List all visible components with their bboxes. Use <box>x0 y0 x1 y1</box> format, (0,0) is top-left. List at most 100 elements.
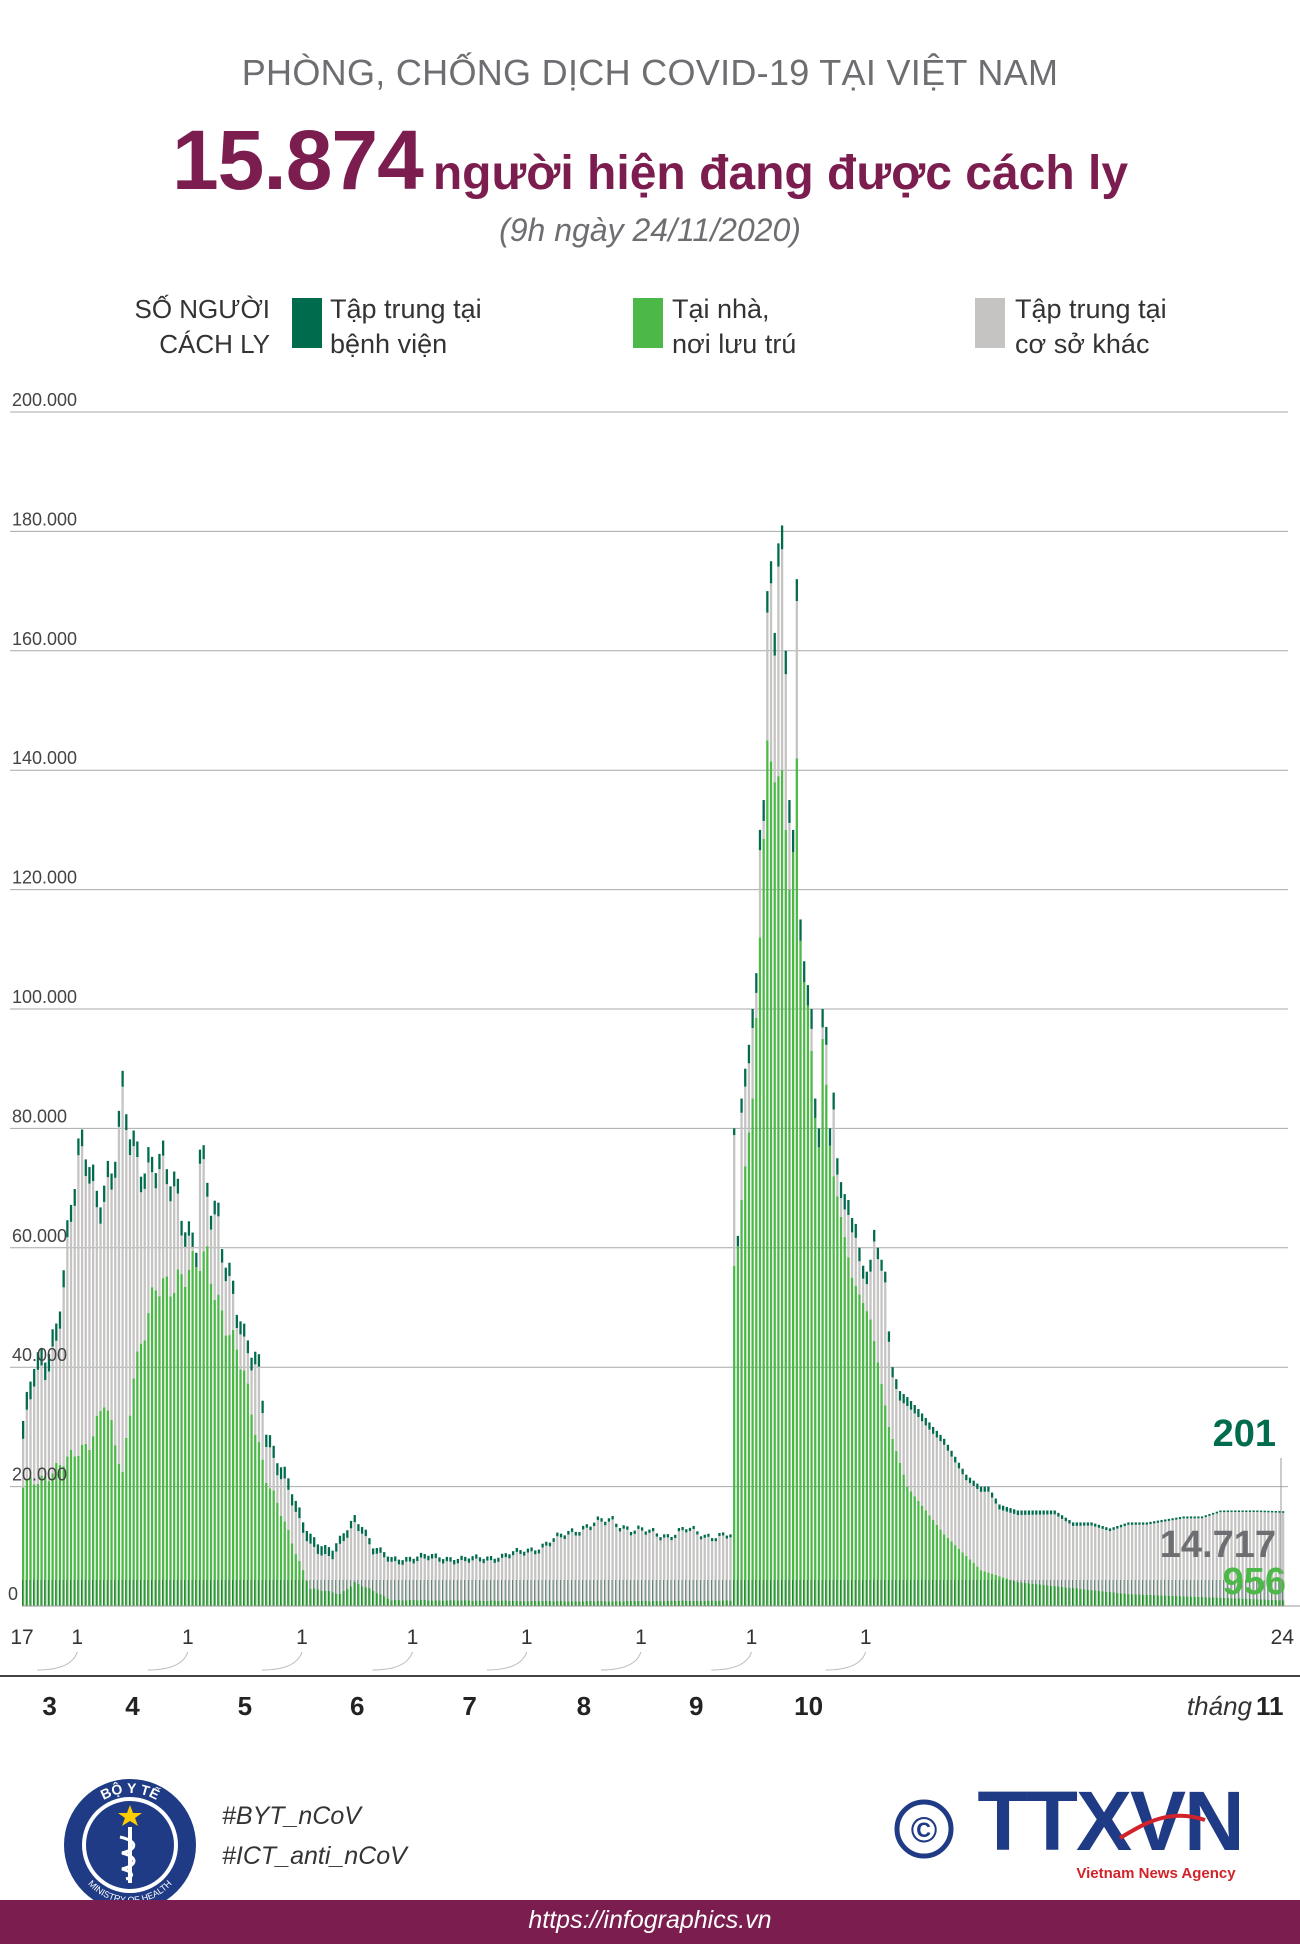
hashtag-ict: #ICT_anti_nCoV <box>222 1842 407 1870</box>
bar-base-band <box>884 1580 886 1606</box>
bar-other <box>677 1531 681 1601</box>
bar-base-band <box>121 1580 123 1606</box>
bar-base-band <box>924 1580 926 1606</box>
bar-base-band <box>1186 1580 1188 1606</box>
bar-hospital <box>1049 1510 1053 1515</box>
bar-home <box>1138 1594 1141 1606</box>
bar-base-band <box>519 1580 521 1606</box>
bar-base-band <box>338 1580 340 1606</box>
bar-base-band <box>817 1580 819 1606</box>
bar-hospital <box>578 1532 581 1536</box>
bar-other <box>497 1561 500 1601</box>
bar-base-band <box>283 1580 285 1606</box>
bar-home <box>681 1600 684 1606</box>
bar-home <box>408 1599 412 1606</box>
bar-home <box>117 1463 121 1606</box>
bar-other <box>103 1201 106 1408</box>
bar-home <box>430 1600 434 1606</box>
bar-base-band <box>173 1580 175 1606</box>
legend-item-home: Tại nhà, nơi lưu trú <box>672 292 796 362</box>
bar-other <box>471 1560 474 1601</box>
bar-home <box>519 1600 522 1606</box>
bar-base-band <box>464 1580 466 1606</box>
bar-hospital <box>920 1413 924 1422</box>
bar-home <box>1259 1599 1263 1606</box>
bar-base-band <box>836 1580 838 1606</box>
bar-other <box>147 1162 150 1313</box>
bar-home <box>434 1600 437 1606</box>
bar-hospital <box>795 579 798 602</box>
bar-other <box>854 1237 857 1287</box>
bar-home <box>913 1496 916 1606</box>
bar-home <box>559 1601 563 1606</box>
bar-base-band <box>618 1580 620 1606</box>
bar-home <box>780 770 784 1606</box>
bar-other <box>430 1558 434 1601</box>
bar-home <box>788 889 791 1606</box>
bar-base-band <box>132 1580 134 1606</box>
bar-hospital <box>935 1430 938 1438</box>
bar-base-band <box>725 1580 727 1606</box>
bar-base-band <box>559 1580 561 1606</box>
bar-home <box>1197 1596 1200 1606</box>
bar-base-band <box>416 1580 418 1606</box>
bar-home <box>136 1351 139 1606</box>
bar-base-band <box>1278 1580 1280 1606</box>
bar-other <box>523 1555 526 1602</box>
bar-hospital <box>696 1531 699 1535</box>
bar-hospital <box>1038 1510 1042 1515</box>
bar-hospital <box>884 1271 887 1283</box>
bar-other <box>1097 1527 1101 1591</box>
bar-hospital <box>1105 1527 1108 1531</box>
bar-base-band <box>552 1580 554 1606</box>
bar-other <box>154 1188 157 1291</box>
bar-other <box>276 1475 279 1503</box>
bar-other <box>132 1146 135 1379</box>
bar-home <box>47 1481 51 1606</box>
bar-base-band <box>408 1580 410 1606</box>
bar-base-band <box>482 1580 484 1606</box>
bar-base-band <box>607 1580 609 1606</box>
bar-home <box>331 1592 334 1606</box>
bar-other <box>755 992 758 1018</box>
bar-base-band <box>419 1580 421 1606</box>
bar-other <box>758 850 762 938</box>
callout-other: 14.717 <box>1160 1524 1276 1566</box>
bar-other <box>346 1537 349 1590</box>
bar-other <box>206 1196 209 1247</box>
bar-hospital <box>792 829 795 853</box>
bar-base-band <box>766 1580 768 1606</box>
bar-home <box>920 1505 924 1606</box>
bar-hospital <box>733 1128 736 1136</box>
bar-other <box>1171 1520 1174 1596</box>
bar-base-band <box>84 1580 86 1606</box>
bar-base-band <box>537 1580 539 1606</box>
bar-hospital <box>51 1329 54 1347</box>
bar-other <box>898 1400 902 1463</box>
bar-base-band <box>357 1580 359 1606</box>
bar-other <box>302 1532 305 1571</box>
bar-base-band <box>331 1580 333 1606</box>
month-bracket <box>711 1651 752 1671</box>
bar-other <box>357 1531 360 1584</box>
bar-base-band <box>850 1580 852 1606</box>
bar-hospital <box>909 1401 913 1410</box>
bar-other <box>1175 1519 1178 1596</box>
bar-other <box>217 1216 220 1295</box>
bar-other <box>202 1159 205 1252</box>
y-tick-labels: 0 20.000 40.000 60.000 80.000 100.000 120.000 1… <box>8 390 77 1604</box>
bar-other <box>478 1561 482 1601</box>
bar-hospital <box>1149 1521 1152 1525</box>
bar-hospital <box>456 1558 460 1564</box>
bar-home <box>1002 1577 1005 1606</box>
bar-base-band <box>740 1580 742 1606</box>
bar-home <box>1212 1597 1215 1606</box>
bar-hospital <box>1027 1510 1031 1515</box>
bar-hospital <box>552 1538 555 1542</box>
bar-base-band <box>95 1580 97 1606</box>
bar-base-band <box>265 1580 267 1606</box>
bar-hospital <box>880 1259 883 1271</box>
bar-base-band <box>1234 1580 1236 1606</box>
bar-hospital <box>66 1220 69 1238</box>
bar-other <box>1105 1530 1108 1592</box>
